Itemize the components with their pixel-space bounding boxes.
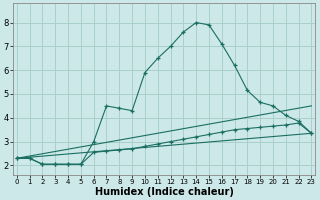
X-axis label: Humidex (Indice chaleur): Humidex (Indice chaleur) <box>95 187 234 197</box>
